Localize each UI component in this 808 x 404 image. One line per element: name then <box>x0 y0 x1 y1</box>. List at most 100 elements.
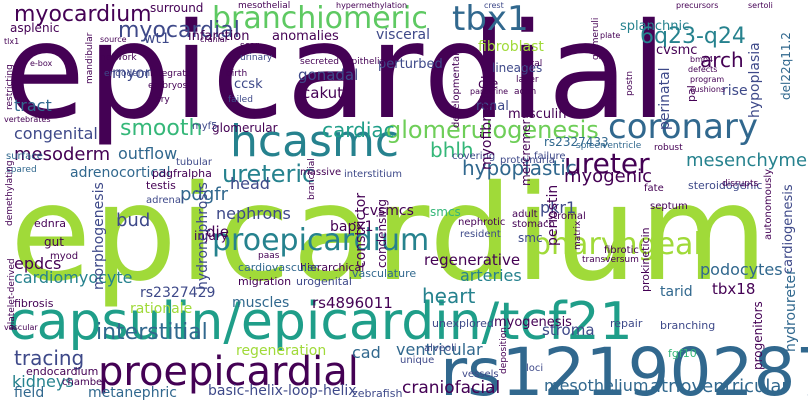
word-prokineticin: prokineticin <box>639 227 652 292</box>
word-bmp4: bmp4 <box>690 55 714 64</box>
word-periostin: periostin <box>545 184 561 246</box>
word-6q23-q24: 6q23-q24 <box>640 24 746 49</box>
word-kidneys: kidneys <box>12 372 74 391</box>
word-branching: branching <box>660 319 716 332</box>
word-infarction: infarction <box>188 29 250 44</box>
word-nephrotic: nephrotic <box>458 217 506 228</box>
word-loci: loci <box>526 363 544 374</box>
word-del22q11: del22q11.2 <box>779 32 793 100</box>
word-myocardium: myocardium <box>14 2 152 27</box>
word-spleen: spleen <box>576 141 606 151</box>
word-outflow: outflow <box>118 144 178 163</box>
word-program: program <box>690 75 725 84</box>
word-cardiovascular: cardiovascular <box>238 261 319 274</box>
word-mesoderm: mesoderm <box>14 144 111 165</box>
word-cardiogenesis: cardiogenesis <box>781 184 796 274</box>
word-adrenal: adrenal <box>146 195 184 206</box>
word-morphogenesis: morphogenesis <box>91 182 107 290</box>
word-epicardium: epicardium <box>10 157 770 311</box>
word-sertoli: sertoli <box>748 1 773 10</box>
word-tubular: tubular <box>176 157 212 168</box>
word-basic-helix-loop-helix: basic-helix-loop-helix <box>208 383 357 399</box>
word-vessels: vessels <box>462 369 499 380</box>
word-metanephric: metanephric <box>88 385 177 401</box>
word-failed: failed <box>228 95 253 105</box>
word-rs4896011: rs4896011 <box>312 294 393 312</box>
word-anomalies: anomalies <box>272 29 339 44</box>
word-proepicardial: proepicardial <box>98 349 359 395</box>
word-die: die <box>206 223 229 241</box>
word-autonomously: autonomously <box>763 168 774 240</box>
word-myf5: myf5 <box>192 121 218 132</box>
word-ventricular: ventricular <box>396 340 483 359</box>
word-ccsk: ccsk <box>234 77 263 92</box>
word-glomeruli: glomeruli <box>591 17 601 60</box>
word-injury: injury <box>194 229 228 243</box>
word-mercremer: mercremer <box>519 119 533 186</box>
word-fibrosis: fibrosis <box>14 297 54 310</box>
word-muscles: muscles <box>232 295 290 311</box>
word-constrictor: constrictor <box>353 192 369 268</box>
word-head: head <box>230 174 270 193</box>
word-tbx1: tbx1 <box>452 0 529 39</box>
word-myogenesis: myogenesis <box>494 315 572 330</box>
word-pkr1: pkr1 <box>540 198 577 217</box>
word-regeneration: regeneration <box>236 343 327 359</box>
word-progenitors: progenitors <box>751 301 765 370</box>
word-steroidogenic: steroidogenic <box>688 179 763 192</box>
word-paas: paas <box>258 251 280 261</box>
word-cakut: cakut <box>302 84 344 102</box>
word-robust: robust <box>654 143 683 153</box>
word-cushions: cushions <box>690 85 726 94</box>
word-fibrotic: fibrotic <box>604 245 639 256</box>
word-paracrine: paracrine <box>470 87 509 96</box>
word-adrenocortical: adrenocortical <box>70 165 171 181</box>
word-scar: scar <box>240 41 259 51</box>
word-wt1: wt1 <box>144 31 170 47</box>
word-splanchnic: splanchnic <box>620 19 690 34</box>
word-ednra: ednra <box>34 217 66 230</box>
word-arch: arch <box>700 48 744 72</box>
word-heart: heart <box>422 284 476 308</box>
word-myor: myor <box>112 64 151 82</box>
word-asplenic: asplenic <box>10 21 60 35</box>
word-birth: birth <box>226 69 248 79</box>
word-musculin: musculin <box>508 107 567 122</box>
word-massive: massive <box>300 167 342 178</box>
word-mesenchyme: mesenchyme <box>686 150 808 171</box>
word-zebrafish: zebrafish <box>352 387 403 400</box>
word-rise: rise <box>722 83 748 99</box>
word-mandibular: mandibular <box>85 32 95 84</box>
word-postn: postn <box>625 70 635 96</box>
word-hierarchical: hierarchical <box>300 261 365 274</box>
word-rs2327433: rs2327433 <box>544 135 609 149</box>
word-tlx1: tlx1 <box>4 37 20 46</box>
word-hypoplastic: hypoplastic <box>462 156 577 180</box>
word-hydronephrosis: hydronephrosis <box>195 182 211 290</box>
word-restricting: restricting <box>5 64 15 110</box>
word-ventricle: ventricle <box>602 141 642 151</box>
word-stomach: stomach <box>512 219 555 230</box>
word-pdgfr: pdgfr <box>180 184 229 205</box>
word-adult: adult <box>512 209 538 220</box>
word-surround: surround <box>150 1 204 15</box>
word-cvsmcs: cvsmcs <box>362 203 414 219</box>
word-unexplored: unexplored <box>432 317 494 330</box>
word-repair: repair <box>610 317 643 330</box>
word-smcs: smcs <box>430 205 461 219</box>
word-fetal: fetal <box>522 59 543 69</box>
word-failure: failure <box>534 151 566 162</box>
word-pal: pal <box>685 85 698 102</box>
word-branchiomeric: branchiomeric <box>212 1 428 36</box>
word-proteinuria: proteinuria <box>500 155 555 166</box>
word-resident: resident <box>460 229 501 240</box>
word-regenerative: regenerative <box>424 251 521 269</box>
word-endocardium: endocardium <box>26 365 99 378</box>
word-gut: gut <box>44 235 64 249</box>
word-stromal: stromal <box>548 211 586 222</box>
word-smooth: smooth <box>120 116 203 141</box>
word-vasculature: vasculature <box>352 267 417 280</box>
word-defects: defects <box>688 65 718 74</box>
word-crest: crest <box>484 1 504 10</box>
word-perturbed: perturbed <box>378 57 443 72</box>
